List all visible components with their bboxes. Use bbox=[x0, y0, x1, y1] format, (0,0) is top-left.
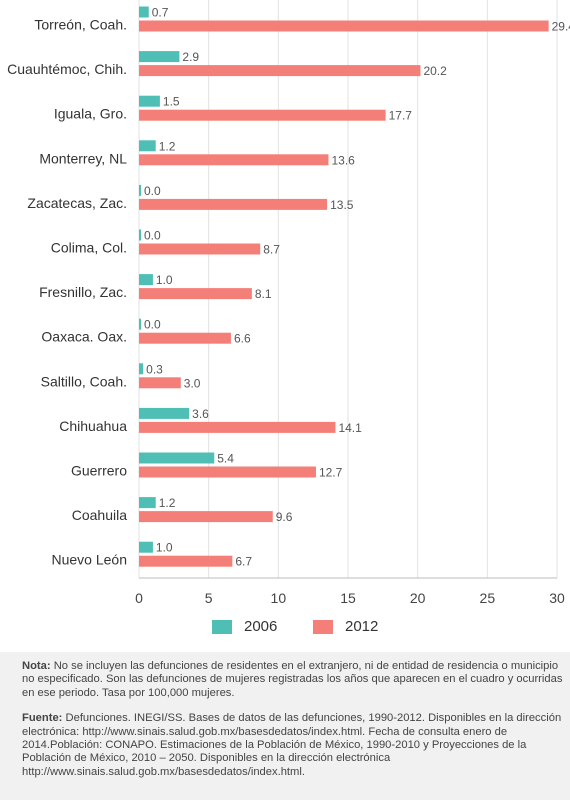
bar-2012 bbox=[139, 511, 273, 523]
bar-2012 bbox=[139, 332, 231, 344]
chart-legend: 2006 2012 bbox=[0, 618, 570, 644]
legend-label-2006: 2006 bbox=[244, 618, 278, 635]
x-tick-label-25: 25 bbox=[480, 590, 496, 606]
category-label: Coahuila bbox=[72, 507, 127, 523]
x-tick-label-20: 20 bbox=[410, 590, 426, 606]
legend-item-2006: 2006 bbox=[212, 618, 277, 635]
data-label-2012: 8.1 bbox=[255, 287, 272, 301]
data-label-2006: 1.0 bbox=[156, 273, 173, 287]
bar-2006 bbox=[139, 541, 153, 553]
data-label-2012: 17.7 bbox=[389, 109, 413, 123]
data-label-2006: 1.2 bbox=[159, 139, 176, 153]
data-label-2012: 6.6 bbox=[234, 332, 251, 346]
data-label-2006: 0.0 bbox=[144, 318, 161, 332]
data-label-2012: 29.4 bbox=[552, 20, 570, 34]
legend-label-2012: 2012 bbox=[345, 618, 379, 635]
data-label-2006: 0.7 bbox=[152, 6, 169, 20]
data-label-2012: 9.6 bbox=[276, 510, 293, 524]
data-label-2006: 0.0 bbox=[144, 184, 161, 198]
data-label-2012: 6.7 bbox=[235, 555, 252, 569]
category-label: Nuevo León bbox=[51, 552, 127, 568]
category-label: Chihuahua bbox=[59, 418, 127, 434]
bar-2006 bbox=[139, 140, 156, 152]
bar-2006 bbox=[139, 51, 180, 63]
nota-label: Nota: bbox=[22, 660, 51, 672]
bar-2012 bbox=[139, 555, 233, 567]
bar-2012 bbox=[139, 20, 549, 32]
data-label-2012: 20.2 bbox=[423, 64, 447, 78]
category-label: Fresnillo, Zac. bbox=[39, 284, 127, 300]
legend-item-2012: 2012 bbox=[313, 618, 378, 635]
data-label-2006: 1.0 bbox=[156, 541, 173, 555]
bar-2012 bbox=[139, 243, 261, 255]
data-label-2006: 1.5 bbox=[163, 95, 180, 109]
category-label: Torreón, Coah. bbox=[34, 17, 127, 33]
data-label-2012: 3.0 bbox=[184, 376, 201, 390]
data-label-2012: 14.1 bbox=[338, 421, 362, 435]
bar-2012 bbox=[139, 421, 336, 433]
data-label-2006: 0.0 bbox=[144, 229, 161, 243]
bar-2006 bbox=[139, 95, 160, 107]
bar-2012 bbox=[139, 198, 328, 210]
bar-2012 bbox=[139, 288, 252, 300]
legend-swatch-2012 bbox=[313, 619, 333, 634]
data-label-2012: 13.6 bbox=[331, 153, 355, 167]
fuente-text: Defunciones. INEGI/SS. Bases de datos de… bbox=[22, 712, 562, 778]
data-label-2006: 1.2 bbox=[159, 496, 176, 510]
data-label-2012: 13.5 bbox=[330, 198, 354, 212]
bar-2006 bbox=[139, 6, 149, 18]
category-label: Guerrero bbox=[71, 463, 127, 479]
data-label-2006: 5.4 bbox=[217, 452, 234, 466]
category-label: Oaxaca. Oax. bbox=[41, 329, 127, 345]
nota-paragraph: Nota: No se incluyen las defunciones de … bbox=[22, 660, 564, 700]
data-label-2012: 8.7 bbox=[263, 243, 280, 257]
legend-swatch-2006 bbox=[212, 619, 232, 634]
x-tick-label-15: 15 bbox=[340, 590, 356, 606]
category-label: Zacatecas, Zac. bbox=[27, 195, 127, 211]
nota-text: No se incluyen las defunciones de reside… bbox=[22, 660, 563, 699]
category-label: Colima, Col. bbox=[51, 240, 127, 256]
chart-svg: 0 5 10 15 20 25 30 Torreón, Coah. 0.7 29.4 Cuauhté… bbox=[7, 0, 570, 606]
fuente-paragraph: Fuente: Defunciones. INEGI/SS. Bases de … bbox=[22, 712, 564, 779]
x-tick-label-5: 5 bbox=[205, 590, 213, 606]
bar-2012 bbox=[139, 377, 181, 389]
category-label: Saltillo, Coah. bbox=[41, 373, 127, 389]
bar-2012 bbox=[139, 466, 316, 478]
bar-2006 bbox=[139, 274, 153, 286]
bar-2006 bbox=[139, 363, 144, 375]
data-label-2006: 0.3 bbox=[146, 362, 163, 376]
bar-2006 bbox=[139, 184, 141, 196]
data-label-2012: 12.7 bbox=[319, 466, 343, 480]
data-label-2006: 3.6 bbox=[192, 407, 209, 421]
bar-2006 bbox=[139, 407, 190, 419]
bar-2006 bbox=[139, 229, 141, 241]
bar-2012 bbox=[139, 154, 329, 166]
category-label: Monterrey, NL bbox=[39, 150, 127, 166]
bar-2012 bbox=[139, 109, 386, 121]
notes-panel: Nota: No se incluyen las defunciones de … bbox=[0, 652, 570, 800]
bar-2012 bbox=[139, 65, 421, 77]
data-label-2006: 2.9 bbox=[182, 50, 199, 64]
x-tick-label-0: 0 bbox=[135, 590, 143, 606]
bar-2006 bbox=[139, 497, 156, 509]
x-tick-label-30: 30 bbox=[549, 590, 565, 606]
bar-chart: 0 5 10 15 20 25 30 Torreón, Coah. 0.7 29.4 Cuauhté… bbox=[7, 0, 570, 606]
bar-2006 bbox=[139, 452, 215, 464]
category-label: Cuauhtémoc, Chih. bbox=[7, 61, 127, 77]
x-tick-label-10: 10 bbox=[271, 590, 287, 606]
fuente-label: Fuente: bbox=[22, 712, 63, 725]
bar-2006 bbox=[139, 318, 141, 330]
category-label: Iguala, Gro. bbox=[54, 106, 127, 122]
